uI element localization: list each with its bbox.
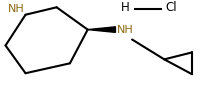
Text: NH: NH (117, 25, 133, 35)
Text: NH: NH (8, 4, 24, 14)
Polygon shape (88, 27, 115, 32)
Text: H: H (121, 1, 130, 14)
Text: Cl: Cl (165, 1, 177, 14)
